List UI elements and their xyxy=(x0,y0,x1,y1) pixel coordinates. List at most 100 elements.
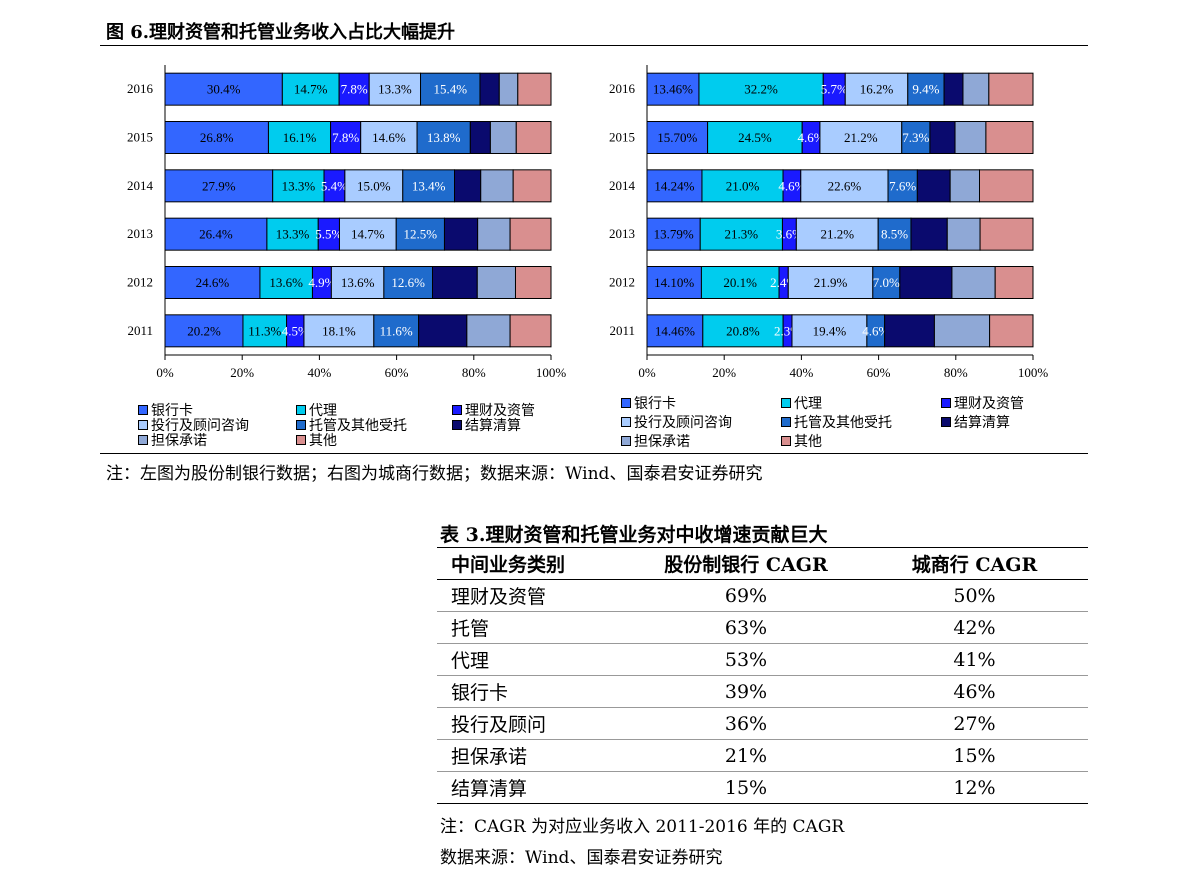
bar-segment-2012-s4 xyxy=(872,266,901,299)
data-label-2012-s0: 14.10% xyxy=(654,275,694,290)
table-row: 代理 53% 41% xyxy=(437,643,1088,676)
bar-segment-2012-s7 xyxy=(994,266,1034,299)
figure-bottom-rule xyxy=(100,453,1088,454)
data-label-2015-s4: 13.8% xyxy=(427,130,461,145)
bar-segment-2011-s7 xyxy=(989,314,1034,348)
data-label-2013-s4: 8.5% xyxy=(881,227,908,242)
legend-label: 结算清算 xyxy=(465,418,521,434)
cell-joint-stock-cagr: 15% xyxy=(631,771,861,804)
bar-segment-2014-s7 xyxy=(979,169,1034,203)
x-tick-label: 40% xyxy=(789,365,813,380)
cell-category: 担保承诺 xyxy=(437,739,631,772)
legend-swatch xyxy=(296,405,306,415)
legend-label: 银行卡 xyxy=(634,396,676,412)
bar-segment-2013-s7 xyxy=(509,217,552,251)
header-city-bank-cagr: 城商行 CAGR xyxy=(861,547,1088,580)
legend-label: 投行及顾问咨询 xyxy=(151,418,249,434)
bar-segment-2011-s5 xyxy=(884,314,935,348)
category-label-2011: 2011 xyxy=(127,323,153,338)
category-label-2011: 2011 xyxy=(609,323,635,338)
data-label-2012-s3: 13.6% xyxy=(341,275,375,290)
data-label-2013-s0: 13.79% xyxy=(654,227,694,242)
bar-segment-2016-s6 xyxy=(498,72,519,106)
x-tick-label: 60% xyxy=(867,365,891,380)
bar-segment-2012-s0 xyxy=(164,266,261,299)
cagr-table: 中间业务类别 股份制银行 CAGR 城商行 CAGR 理财及资管 69% 50%… xyxy=(437,547,1088,804)
category-label-2013: 2013 xyxy=(127,226,153,241)
x-tick-label: 80% xyxy=(462,365,486,380)
data-label-2011-s0: 20.2% xyxy=(187,323,221,338)
bar-segment-2011-s1 xyxy=(702,314,784,348)
data-label-2016-s2: 5.7% xyxy=(821,82,848,97)
cell-category: 结算清算 xyxy=(437,771,631,804)
data-label-2014-s2: 5.4% xyxy=(321,178,348,193)
bar-segment-2014-s3 xyxy=(800,169,889,203)
bar-segment-2011-s3 xyxy=(303,314,375,348)
data-label-2013-s3: 14.7% xyxy=(351,227,385,242)
legend-item: 托管及其他受托 xyxy=(781,412,892,432)
legend-item: 投行及顾问咨询 xyxy=(138,415,249,435)
bar-segment-2013-s5 xyxy=(443,217,479,251)
data-label-2015-s1: 24.5% xyxy=(738,130,772,145)
table-row: 托管 63% 42% xyxy=(437,611,1088,644)
data-label-2014-s2: 4.6% xyxy=(778,178,805,193)
data-label-2014-s0: 27.9% xyxy=(202,178,236,193)
data-label-2012-s4: 12.6% xyxy=(391,275,425,290)
data-label-2016-s1: 14.7% xyxy=(294,82,328,97)
legend-label: 理财及资管 xyxy=(465,403,535,419)
legend-item: 银行卡 xyxy=(138,400,193,420)
legend-swatch xyxy=(138,435,148,445)
bar-segment-2011-s7 xyxy=(509,314,552,348)
bar-segment-2014-s5 xyxy=(454,169,482,203)
cell-city-bank-cagr: 46% xyxy=(861,675,1088,708)
bar-segment-2011-s1 xyxy=(242,314,288,348)
cell-category: 理财及资管 xyxy=(437,579,631,612)
table-row: 投行及顾问 36% 27% xyxy=(437,707,1088,740)
bar-segment-2011-s5 xyxy=(418,314,468,348)
bar-segment-2016-s6 xyxy=(962,72,990,106)
bar-segment-2015-s5 xyxy=(929,121,956,154)
bar-segment-2016-s2 xyxy=(338,72,370,106)
bar-segment-2014-s6 xyxy=(480,169,514,203)
right-stacked-bar-chart: 2016 13.46% 32.2% 5.7% 16.2% 9.4% 2015 15.70% 24… xyxy=(609,65,1048,380)
legend-swatch xyxy=(296,420,306,430)
bar-segment-2015-s6 xyxy=(954,121,987,154)
data-label-2013-s3: 21.2% xyxy=(820,227,854,242)
cell-joint-stock-cagr: 69% xyxy=(631,579,861,612)
data-label-2014-s4: 7.6% xyxy=(889,178,916,193)
header-joint-stock-cagr: 股份制银行 CAGR xyxy=(631,547,861,580)
bar-segment-2012-s5 xyxy=(431,266,478,299)
legend-swatch xyxy=(138,420,148,430)
table-row: 结算清算 15% 12% xyxy=(437,771,1088,804)
category-label-2016: 2016 xyxy=(127,81,154,96)
data-label-2014-s0: 14.24% xyxy=(654,178,694,193)
cell-city-bank-cagr: 27% xyxy=(861,707,1088,740)
data-label-2012-s4: 7.0% xyxy=(873,275,900,290)
data-label-2013-s2: 5.5% xyxy=(315,227,342,242)
data-label-2015-s2: 7.8% xyxy=(332,130,359,145)
legend-swatch xyxy=(621,417,631,427)
data-label-2015-s0: 26.8% xyxy=(200,130,234,145)
data-label-2011-s0: 14.46% xyxy=(655,323,695,338)
legend-swatch xyxy=(941,398,951,408)
bar-segment-2015-s5 xyxy=(469,121,491,154)
cell-joint-stock-cagr: 39% xyxy=(631,675,861,708)
legend-swatch xyxy=(452,420,462,430)
legend-swatch xyxy=(781,436,791,446)
legend-item: 理财及资管 xyxy=(452,400,535,420)
data-label-2014-s1: 13.3% xyxy=(282,178,316,193)
bar-segment-2016-s1 xyxy=(281,72,340,106)
x-tick-label: 20% xyxy=(712,365,736,380)
legend-item: 其他 xyxy=(296,430,337,450)
bar-segment-2011-s6 xyxy=(933,314,991,348)
bar-segment-2011-s6 xyxy=(466,314,511,348)
cell-joint-stock-cagr: 53% xyxy=(631,643,861,676)
bar-segment-2014-s0 xyxy=(646,169,703,203)
bar-segment-2016-s3 xyxy=(844,72,909,106)
legend-label: 托管及其他受托 xyxy=(309,418,407,434)
bar-segment-2013-s6 xyxy=(477,217,511,251)
data-label-2016-s3: 16.2% xyxy=(860,82,894,97)
bar-segment-2015-s3 xyxy=(360,121,418,154)
cell-city-bank-cagr: 15% xyxy=(861,739,1088,772)
bar-segment-2016-s7 xyxy=(517,72,552,106)
